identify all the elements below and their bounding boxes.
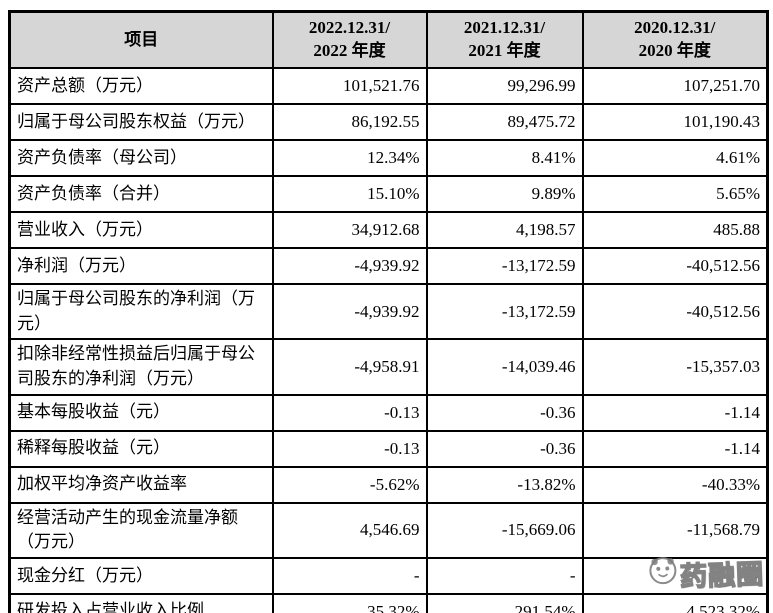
cell-value: -15,357.03 xyxy=(581,338,769,396)
cell-value: 9.89% xyxy=(425,175,584,213)
cell-value: -0.36 xyxy=(425,429,584,468)
cell-value: 5.65% xyxy=(581,175,769,213)
cell-value: 4,546.69 xyxy=(271,501,428,559)
cell-value: 15.10% xyxy=(271,175,428,213)
cell-value: - xyxy=(271,556,428,595)
table-row: 资产负债率（母公司） 12.34% 8.41% 4.61% xyxy=(8,139,769,177)
row-label: 资产负债率（合并） xyxy=(8,175,274,213)
cell-value: -13.82% xyxy=(425,465,584,504)
table-row: 稀释每股收益（元） -0.13 -0.36 -1.14 xyxy=(8,429,769,468)
table-row: 基本每股收益（元） -0.13 -0.36 -1.14 xyxy=(8,393,769,432)
table-row: 经营活动产生的现金流量净额（万元） 4,546.69 -15,669.06 -1… xyxy=(8,501,769,559)
cell-value: -1.14 xyxy=(581,393,769,432)
cell-value: -4,958.91 xyxy=(271,338,428,396)
table-row: 营业收入（万元） 34,912.68 4,198.57 485.88 xyxy=(8,211,769,249)
table-row: 资产负债率（合并） 15.10% 9.89% 5.65% xyxy=(8,175,769,213)
row-label: 归属于母公司股东权益（万元） xyxy=(8,103,274,141)
header-line: 2021.12.31/ xyxy=(463,18,546,38)
cell-value: 101,521.76 xyxy=(271,67,428,105)
table-row: 现金分红（万元） - - - xyxy=(8,556,769,595)
cell-value: 4,198.57 xyxy=(425,211,584,249)
cell-value: 35.32% xyxy=(271,592,428,613)
cell-value: 86,192.55 xyxy=(271,103,428,141)
header-item: 项目 xyxy=(8,10,274,69)
row-label: 归属于母公司股东的净利润（万元） xyxy=(8,282,274,341)
header-line: 2020.12.31/ xyxy=(634,18,716,38)
row-label: 现金分红（万元） xyxy=(8,556,274,595)
header-period-2021: 2021.12.31/ 2021 年度 xyxy=(425,10,584,69)
header-line: 2022.12.31/ xyxy=(308,18,391,38)
cell-value: 8.41% xyxy=(425,139,584,177)
row-label: 扣除非经常性损益后归属于母公司股东的净利润（万元） xyxy=(8,338,274,396)
table-row: 加权平均净资产收益率 -5.62% -13.82% -40.33% xyxy=(8,465,769,504)
row-label: 资产总额（万元） xyxy=(8,67,274,105)
cell-value: 34,912.68 xyxy=(271,211,428,249)
row-label: 净利润（万元） xyxy=(8,247,274,285)
cell-value: 101,190.43 xyxy=(581,103,769,141)
cell-value: 89,475.72 xyxy=(425,103,584,141)
cell-value: 12.34% xyxy=(271,139,428,177)
header-line: 2020 年度 xyxy=(638,41,711,60)
header-line: 2021 年度 xyxy=(468,41,541,60)
cell-value: -4,939.92 xyxy=(271,247,428,285)
row-label: 资产负债率（母公司） xyxy=(8,139,274,177)
cell-value: -15,669.06 xyxy=(425,501,584,559)
cell-value: - xyxy=(581,556,769,595)
cell-value: -14,039.46 xyxy=(425,338,584,396)
row-label: 基本每股收益（元） xyxy=(8,393,274,432)
header-line: 2022 年度 xyxy=(313,41,386,60)
cell-value: -5.62% xyxy=(271,465,428,504)
financial-summary-table: 项目 2022.12.31/ 2022 年度 2021.12.31/ 2021 … xyxy=(8,10,769,613)
header-period-2022: 2022.12.31/ 2022 年度 xyxy=(271,10,428,69)
cell-value: 485.88 xyxy=(581,211,769,249)
table-row: 研发投入占营业收入比例 35.32% 291.54% 4,523.32% xyxy=(8,592,769,613)
table-row: 归属于母公司股东的净利润（万元） -4,939.92 -13,172.59 -4… xyxy=(8,282,769,341)
table-row: 资产总额（万元） 101,521.76 99,296.99 107,251.70 xyxy=(8,67,769,105)
cell-value: -0.36 xyxy=(425,393,584,432)
cell-value: -0.13 xyxy=(271,393,428,432)
cell-value: 4.61% xyxy=(581,139,769,177)
row-label: 研发投入占营业收入比例 xyxy=(8,592,274,613)
cell-value: -40.33% xyxy=(581,465,769,504)
table-row: 净利润（万元） -4,939.92 -13,172.59 -40,512.56 xyxy=(8,247,769,285)
row-label: 加权平均净资产收益率 xyxy=(8,465,274,504)
table-row: 归属于母公司股东权益（万元） 86,192.55 89,475.72 101,1… xyxy=(8,103,769,141)
cell-value: -4,939.92 xyxy=(271,282,428,341)
cell-value: -0.13 xyxy=(271,429,428,468)
cell-value: 291.54% xyxy=(425,592,584,613)
header-period-2020: 2020.12.31/ 2020 年度 xyxy=(581,10,769,69)
row-label: 经营活动产生的现金流量净额（万元） xyxy=(8,501,274,559)
cell-value: -40,512.56 xyxy=(581,247,769,285)
cell-value: 4,523.32% xyxy=(581,592,769,613)
cell-value: -11,568.79 xyxy=(581,501,769,559)
cell-value: -13,172.59 xyxy=(425,282,584,341)
cell-value: -40,512.56 xyxy=(581,282,769,341)
cell-value: 99,296.99 xyxy=(425,67,584,105)
row-label: 营业收入（万元） xyxy=(8,211,274,249)
table-header-row: 项目 2022.12.31/ 2022 年度 2021.12.31/ 2021 … xyxy=(8,10,769,69)
cell-value: 107,251.70 xyxy=(581,67,769,105)
cell-value: -13,172.59 xyxy=(425,247,584,285)
row-label: 稀释每股收益（元） xyxy=(8,429,274,468)
cell-value: - xyxy=(425,556,584,595)
cell-value: -1.14 xyxy=(581,429,769,468)
table-row: 扣除非经常性损益后归属于母公司股东的净利润（万元） -4,958.91 -14,… xyxy=(8,338,769,396)
